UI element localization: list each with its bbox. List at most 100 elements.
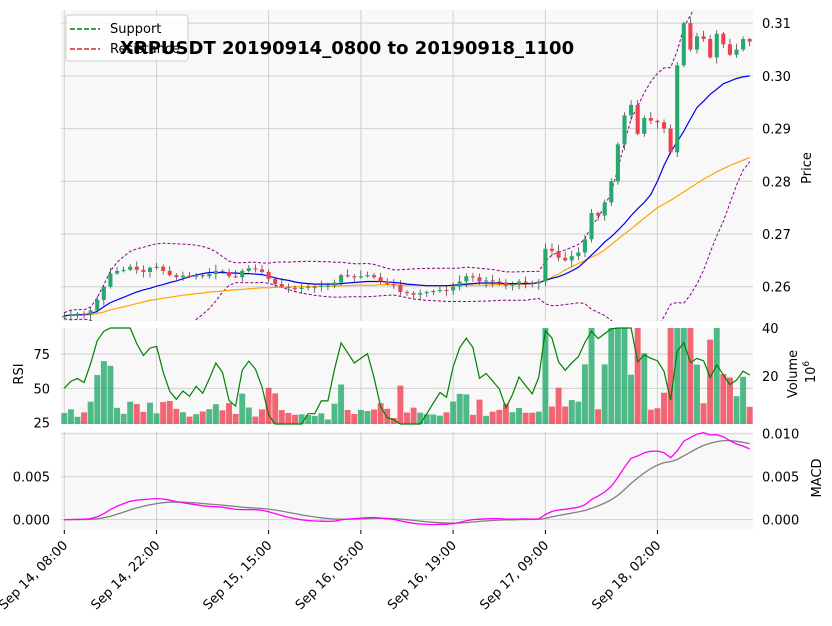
candle-body [154,266,159,268]
legend-support-label: Support [110,22,161,37]
candle-body [187,275,192,277]
candle-body [609,181,614,203]
candle-body [101,286,106,300]
macd-right-tick-label: 0.005 [762,471,799,486]
volume-bar [443,412,450,424]
volume-bar [179,412,186,424]
volume-bar [700,403,707,424]
x-tick-label: Sep 14, 22:00 [89,538,164,613]
price-axis-label: Price [800,152,815,184]
volume-bar [199,411,206,424]
price-tick-label: 0.27 [762,228,791,243]
volume-bar [713,328,720,424]
volume-bar [127,401,134,424]
candle-body [273,278,278,285]
candle-body [404,292,410,294]
x-tick-label: Sep 18, 02:00 [589,538,664,613]
macd-series [64,432,750,526]
candle-body [121,269,126,272]
candle-body [286,286,291,288]
rsi-tick-label: 50 [33,382,50,397]
volume-bar [674,328,681,424]
candle-body [259,269,265,272]
candle-body [306,286,311,288]
candle-body [141,269,146,272]
volume-bar [555,387,562,424]
candle-body [180,275,185,278]
volume-bar [687,328,694,424]
candle-body [451,286,456,291]
candle-body [503,282,508,286]
candle-body [596,212,601,216]
price-tick-label: 0.26 [762,281,791,296]
volume-bar [153,413,160,424]
volume-bar [259,409,265,424]
volume-bar [647,409,654,424]
candle-body [530,282,535,284]
volume-bar [357,409,364,424]
candle-body [358,276,363,278]
volume-bar [469,414,476,424]
price-plot-area [62,10,752,321]
candle-body [227,271,232,277]
candle-body [675,65,680,153]
rsi-line [63,327,750,425]
candle-body [747,38,752,42]
volume-exponent-base: 10 [804,367,819,384]
macd-line [64,432,750,526]
candle-body [385,281,390,285]
volume-bar [568,400,575,424]
candle-body [378,277,383,282]
candle-body [207,274,212,277]
candle-body [418,293,423,295]
volume-bar [397,385,404,424]
candle-body [536,281,541,284]
volume-bar [404,412,410,424]
volume-bar [193,414,200,424]
volume-bar [331,403,338,424]
volume-bar [502,403,509,424]
candle-body [569,256,574,261]
candle-body [352,276,357,278]
volume-exponent-label: 106 [802,361,819,384]
volume-bar [436,415,443,424]
x-tick-label: Sep 15, 15:00 [201,538,276,613]
volume-bar [298,414,305,424]
volume-bar [621,328,628,424]
candle-body [167,270,172,276]
volume-bar [680,328,687,424]
volume-bar [641,353,648,424]
volume-bar [206,409,213,424]
candle-body [128,266,133,270]
volume-bar [272,393,279,424]
volume-bar [245,407,252,424]
volume-bar [390,417,397,424]
volume-bar [628,374,635,424]
candle-body [655,120,660,123]
volume-bar [720,374,727,424]
candle-body [372,275,377,278]
volume-bar [450,401,457,424]
ma-slow-line [64,157,750,317]
candle-body [424,292,429,294]
candle-body [398,284,403,293]
candle-body [147,267,153,272]
volume-bar [588,328,595,424]
volume-tick-label: 20 [762,370,779,385]
candle-body [602,202,607,216]
candle-body [497,281,502,283]
volume-bar [423,414,430,424]
volume-bar [661,392,667,424]
candle-body [701,36,706,39]
candle-body [668,128,673,153]
candle-body [615,144,620,182]
candle-body [246,268,251,271]
volume-bar [377,403,384,424]
candle-body [543,248,548,282]
candle-body [734,49,739,55]
price-tick-label: 0.31 [762,17,791,32]
volume-bar [496,409,503,424]
candle-body [391,284,396,286]
candle-body [365,275,370,277]
